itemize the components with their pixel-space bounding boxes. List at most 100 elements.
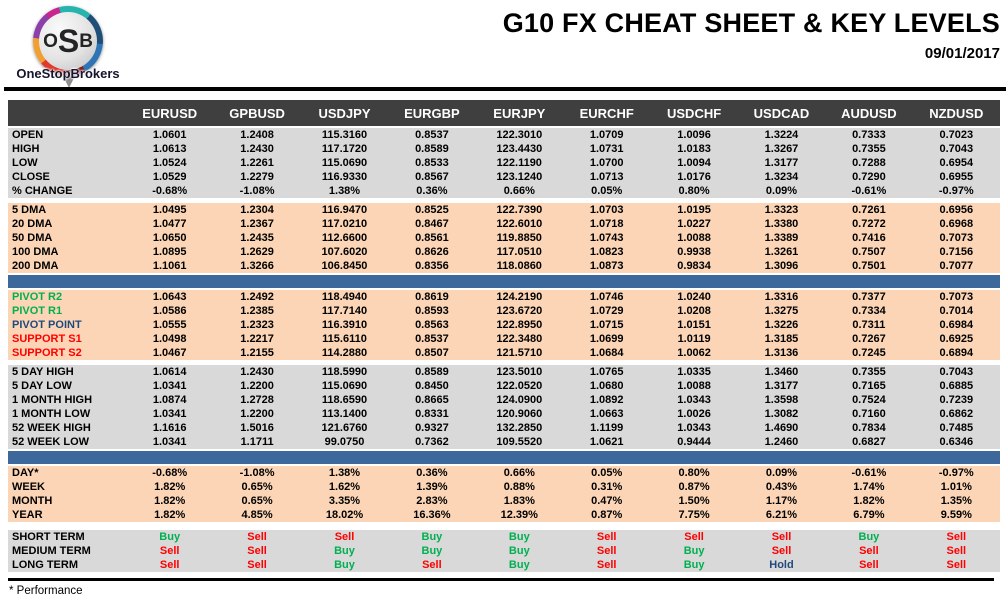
table-row: PIVOT R2 1.0643 1.2492 118.4940 0.8619 124.21… xyxy=(8,290,1000,304)
row-label: 52 WEEK HIGH xyxy=(12,422,91,434)
table-cell: 1.0343 xyxy=(677,394,711,406)
table-cell: 1.0477 xyxy=(152,218,187,230)
table-cell: 122.1190 xyxy=(496,157,542,169)
column-header: EURCHF xyxy=(579,105,634,121)
section-divider xyxy=(8,275,1000,288)
table-cell: 1.3266 xyxy=(240,260,274,272)
page-title: G10 FX CHEAT SHEET & KEY LEVELS xyxy=(502,8,1000,38)
table-cell: 112.6600 xyxy=(321,232,368,244)
table-cell: 0.7043 xyxy=(939,143,974,155)
table-cell: Sell xyxy=(159,559,180,571)
table-cell: 6.79% xyxy=(853,509,885,521)
table-cell: 1.82% xyxy=(154,481,186,493)
table-cell: 0.6862 xyxy=(939,408,974,420)
row-label: 1 MONTH HIGH xyxy=(12,394,93,406)
row-label: 100 DMA xyxy=(12,246,59,258)
table-cell: 0.7077 xyxy=(939,260,974,272)
table-cell: 0.6827 xyxy=(852,436,886,448)
table-cell: 116.9470 xyxy=(321,204,368,216)
row-label: LONG TERM xyxy=(12,559,78,571)
column-header: USDJPY xyxy=(318,105,371,121)
table-cell: 0.7507 xyxy=(852,246,886,258)
table-cell: 18.02% xyxy=(325,509,364,521)
table-cell: 1.2430 xyxy=(240,366,274,378)
table-cell: Sell xyxy=(247,559,267,571)
table-cell: 1.0765 xyxy=(589,366,624,378)
table-cell: 0.8626 xyxy=(415,246,449,258)
table-cell: 1.1711 xyxy=(240,436,274,448)
table-cell: 1.0495 xyxy=(152,204,187,216)
table-cell: 124.2190 xyxy=(496,291,543,303)
table-cell: 1.0892 xyxy=(589,394,624,406)
table-row: WEEK 1.82% 0.65% 1.62% 1.39% 0.88% 0.31% 0.87% 0… xyxy=(8,480,1000,494)
table-cell: 1.0026 xyxy=(677,408,711,420)
table-cell: 1.0746 xyxy=(589,291,624,303)
row-label: SUPPORT S2 xyxy=(12,347,82,359)
table-cell: 1.2155 xyxy=(240,347,274,359)
table-cell: 0.6894 xyxy=(939,347,974,359)
table-cell: 1.50% xyxy=(678,495,710,507)
table-cell: 16.36% xyxy=(413,509,451,521)
table-cell: 1.3316 xyxy=(764,291,799,303)
table-cell: 0.7267 xyxy=(852,333,886,345)
table-cell: 1.3380 xyxy=(764,218,799,230)
table-cell: 1.0703 xyxy=(589,204,624,216)
table-cell: 9.59% xyxy=(940,509,972,521)
table-row: CLOSE 1.0529 1.2279 116.9330 0.8567 123.1240 1… xyxy=(8,170,1000,184)
table-cell: 0.87% xyxy=(591,509,623,521)
table-row: LOW 1.0524 1.2261 115.0690 0.8533 122.1190 1.0… xyxy=(8,156,1000,170)
table-cell: 1.0176 xyxy=(677,171,711,183)
table-cell: Sell xyxy=(946,559,967,571)
table-cell: 117.0210 xyxy=(321,218,368,230)
table-cell: -0.97% xyxy=(938,185,974,197)
table-cell: 1.4690 xyxy=(764,422,799,434)
table-cell: 1.2492 xyxy=(240,291,274,303)
table-cell: -0.97% xyxy=(938,467,974,479)
table-row: 5 DMA 1.0495 1.2304 116.9470 0.8525 122.7390 1… xyxy=(8,203,1000,217)
table-cell: 1.0601 xyxy=(152,129,187,141)
table-cell: 118.6590 xyxy=(321,394,368,406)
table-row: SHORT TERM Buy Sell Sell Buy Buy Sell Sell Sell B… xyxy=(8,530,1000,544)
table-cell: 1.0227 xyxy=(677,218,711,230)
table-cell: 106.8450 xyxy=(321,260,368,272)
row-label: HIGH xyxy=(12,143,40,155)
table-section: 5 DAY HIGH 1.0614 1.2430 118.5990 0.8589 123.… xyxy=(8,365,1000,449)
table-cell: 0.7311 xyxy=(852,319,886,331)
table-cell: 1.0586 xyxy=(152,305,187,317)
table-cell: 1.3389 xyxy=(764,232,799,244)
table-cell: 1.0650 xyxy=(152,232,187,244)
table-cell: 1.2200 xyxy=(240,408,274,420)
footnote: * Performance xyxy=(9,585,83,597)
table-cell: 1.2200 xyxy=(240,380,274,392)
table-cell: Buy xyxy=(334,545,355,557)
table-cell: 118.4940 xyxy=(321,291,368,303)
table-cell: 0.47% xyxy=(591,495,623,507)
table-cell: 0.8665 xyxy=(415,394,449,406)
table-cell: Sell xyxy=(946,545,967,557)
table-cell: 0.7272 xyxy=(852,218,886,230)
table-cell: 115.6110 xyxy=(322,333,367,345)
table-cell: 1.2460 xyxy=(764,436,799,448)
table-row: 200 DMA 1.1061 1.3266 106.8450 0.8356 118.086… xyxy=(8,259,1000,273)
column-header: EURJPY xyxy=(493,105,546,121)
table-cell: 0.05% xyxy=(591,185,623,197)
table-cell: 1.0341 xyxy=(152,408,187,420)
table-cell: 0.7501 xyxy=(852,260,886,272)
table-cell: 1.0335 xyxy=(677,366,711,378)
table-row: OPEN 1.0601 1.2408 115.3160 0.8537 122.3010 1.… xyxy=(8,128,1000,142)
table-cell: 1.35% xyxy=(940,495,972,507)
table-cell: 1.0183 xyxy=(677,143,711,155)
row-label: 5 DMA xyxy=(12,204,47,216)
table-cell: 1.82% xyxy=(154,495,186,507)
table-section: OPEN 1.0601 1.2408 115.3160 0.8537 122.3010 1.… xyxy=(8,128,1000,198)
table-cell: 1.0621 xyxy=(589,436,624,448)
table-cell: Hold xyxy=(769,559,794,571)
row-label: SUPPORT S1 xyxy=(12,333,82,345)
table-row: 52 WEEK HIGH 1.1616 1.5016 121.6760 0.9327 13… xyxy=(8,421,1000,435)
table-cell: 1.0895 xyxy=(152,246,187,258)
table-cell: 1.0823 xyxy=(589,246,624,258)
table-cell: 1.2279 xyxy=(240,171,274,183)
table-row: LONG TERM Sell Sell Buy Sell Buy Sell Buy Hold Se… xyxy=(8,558,1000,572)
